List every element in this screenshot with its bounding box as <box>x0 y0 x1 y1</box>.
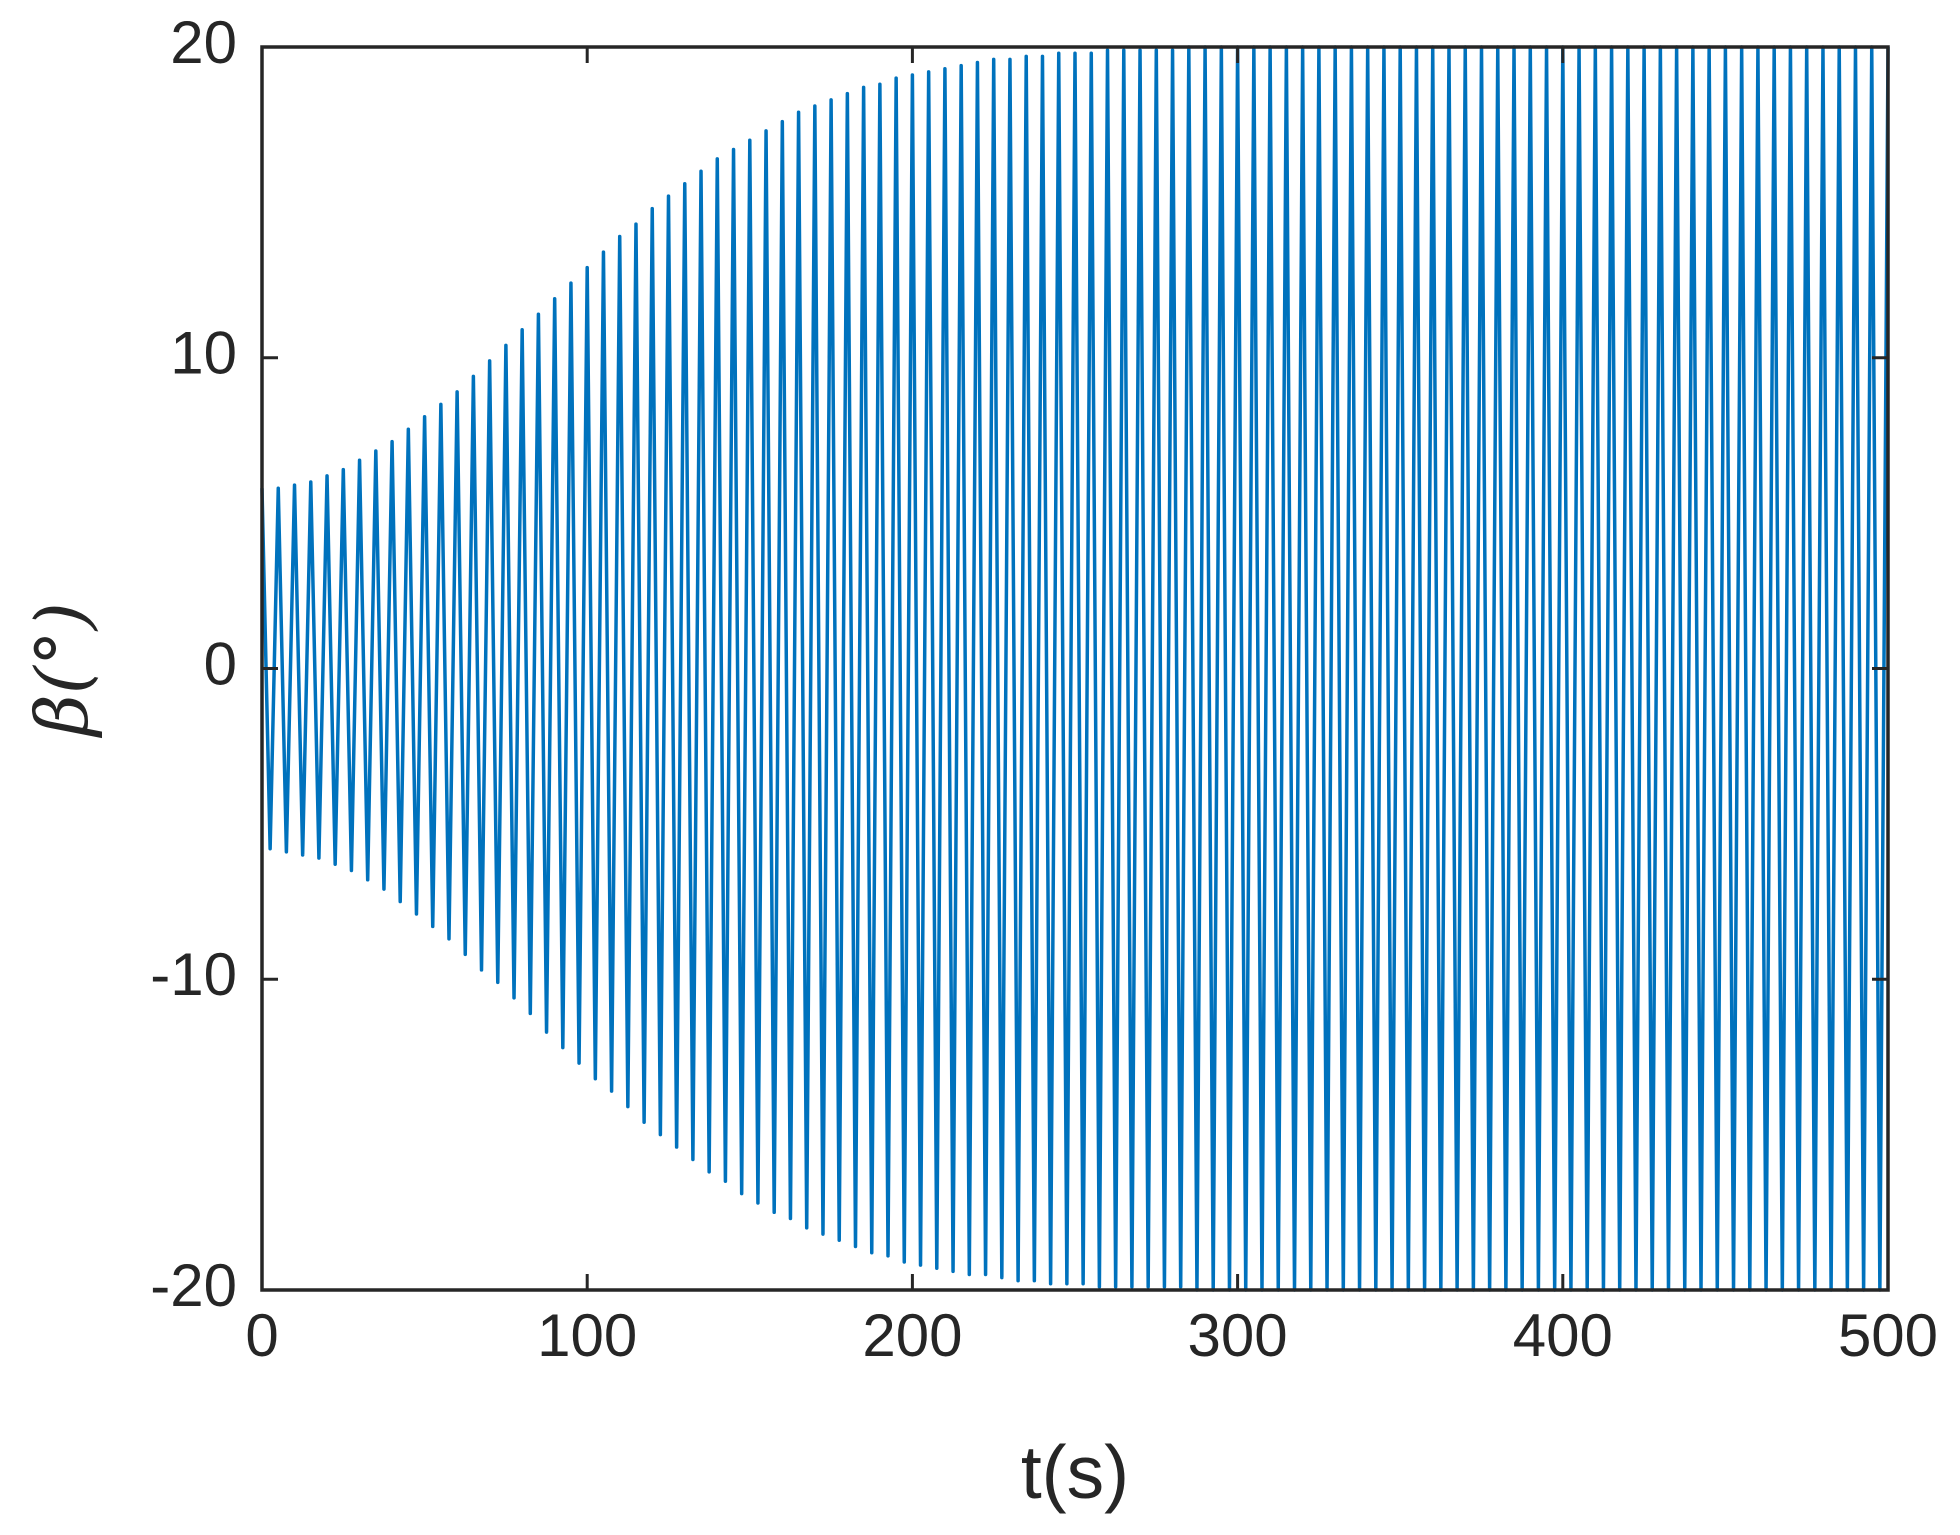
x-tick-label: 100 <box>537 1302 637 1369</box>
y-tick-label: 20 <box>170 9 237 76</box>
y-tick-label: 0 <box>204 630 237 697</box>
y-axis-label: β(°) <box>20 602 104 739</box>
x-tick-label: 0 <box>245 1302 278 1369</box>
data-line <box>260 45 1890 1292</box>
x-tick-label: 500 <box>1838 1302 1938 1369</box>
x-tick-label: 300 <box>1188 1302 1288 1369</box>
y-tick-label: -10 <box>150 941 237 1008</box>
x-axis-label: t(s) <box>1021 1430 1129 1514</box>
y-tick-label: -20 <box>150 1252 237 1319</box>
y-tick-label: 10 <box>170 320 237 387</box>
x-tick-label: 400 <box>1513 1302 1613 1369</box>
x-tick-label: 200 <box>862 1302 962 1369</box>
